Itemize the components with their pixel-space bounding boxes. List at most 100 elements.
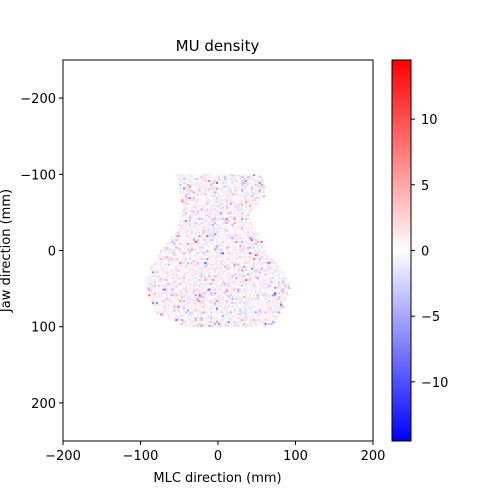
heatmap-cell [229,174,232,177]
heatmap-cell [225,294,229,297]
heatmap-cell [221,261,225,265]
heatmap-cell [252,204,256,208]
heatmap-cell [183,237,186,240]
heatmap-cell [179,277,182,280]
heatmap-cell [194,244,198,248]
heatmap-cell [223,277,227,280]
heatmap-cell [264,277,267,280]
heatmap-cell [165,290,169,293]
heatmap-cell [250,197,254,200]
heatmap-cell [179,320,182,324]
heatmap-cell [194,180,198,183]
heatmap-cell [252,282,256,286]
heatmap-cell [208,221,211,225]
heatmap-cell [208,322,211,326]
heatmap-cell [254,280,258,284]
heatmap-cell [280,307,283,310]
heatmap-cell [260,279,263,282]
heatmap-cell [264,324,267,328]
heatmap-cell [237,294,240,297]
heatmap-cell [254,292,258,295]
heatmap-cell [169,239,172,242]
heatmap-cell [175,277,178,280]
heatmap-cell [252,271,256,274]
heatmap-cell [229,267,232,270]
heatmap-cell [262,267,265,270]
heatmap-cell [243,298,246,301]
heatmap-cell [214,235,217,238]
heatmap-cell [179,240,182,244]
x-tick-label: −100 [123,449,159,464]
heatmap-cell [278,311,281,314]
heatmap-cell [181,252,184,255]
heatmap-cell [179,252,182,255]
heatmap-cell [221,178,225,181]
heatmap-cell [227,271,231,274]
heatmap-cell [270,317,273,320]
heatmap-cell [235,212,238,215]
heatmap-cell [196,199,200,202]
heatmap-cell [225,292,229,295]
heatmap-cell [198,244,201,248]
heatmap-cell [198,261,201,265]
heatmap-cell [169,256,172,259]
heatmap-cell [252,187,256,190]
heatmap-cell [187,319,190,322]
heatmap-cell [260,288,263,291]
heatmap-cell [239,240,242,244]
heatmap-cell [247,176,250,179]
heatmap-cell [243,294,246,297]
heatmap-cell [192,210,196,213]
heatmap-cell [249,246,252,249]
heatmap-cell [181,176,184,179]
heatmap-cell [177,242,180,246]
heatmap-cell [218,298,221,301]
heatmap-cell [163,301,167,305]
heatmap-cell [175,265,178,269]
heatmap-cell [187,290,190,293]
heatmap-cell [287,280,291,284]
heatmap-cell [260,280,263,284]
heatmap-cell [177,225,180,229]
heatmap-cell [208,181,211,185]
heatmap-cell [208,263,211,267]
heatmap-cell [156,288,159,291]
heatmap-cell [225,254,229,257]
heatmap-cell [183,309,186,312]
heatmap-cell [204,233,207,236]
heatmap-cell [231,244,234,248]
heatmap-cell [252,244,256,248]
heatmap-cell [249,296,252,299]
heatmap-cell [200,187,203,190]
heatmap-cell [227,296,231,299]
heatmap-cell [231,202,234,206]
heatmap-cell [177,309,180,312]
heatmap-cell [241,208,244,211]
heatmap-cell [214,193,217,196]
heatmap-cell [270,320,273,324]
heatmap-cell [183,258,186,261]
heatmap-cell [157,265,161,269]
heatmap-cell [276,269,279,272]
heatmap-cell [249,258,252,261]
colorbar-tick-label: 0 [421,245,429,260]
heatmap-cell [262,324,265,328]
heatmap-cell [254,275,258,278]
heatmap-cell [216,263,219,267]
heatmap-cell [227,313,231,316]
heatmap-cell [219,288,223,291]
heatmap-cell [156,294,159,297]
heatmap-cell [196,296,200,299]
heatmap-cell [241,300,244,303]
heatmap-cell [266,309,269,312]
heatmap-cell [212,233,215,236]
heatmap-cell [231,193,234,196]
heatmap-cell [167,263,170,267]
heatmap-cell [237,320,240,324]
heatmap-cell [218,227,221,230]
heatmap-cell [245,301,248,305]
heatmap-cell [212,178,215,181]
heatmap-cell [212,189,215,192]
heatmap-cell [198,256,201,259]
heatmap-cell [250,279,254,282]
